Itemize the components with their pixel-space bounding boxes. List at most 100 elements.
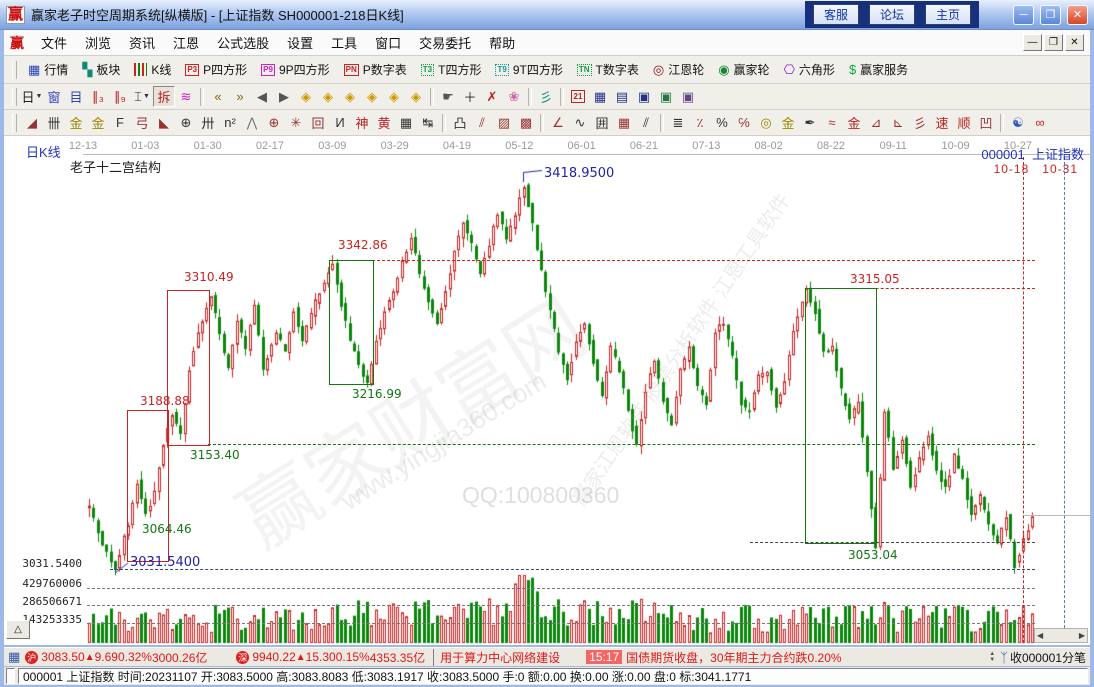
feed-status[interactable]: 收000001分笔: [1009, 650, 1086, 665]
close-button[interactable]: ✕: [1067, 4, 1088, 25]
scroll-right-icon[interactable]: ▶: [1078, 631, 1085, 640]
spiral-button[interactable]: 弓: [131, 112, 153, 133]
draw-pen-button[interactable]: ◢: [21, 112, 43, 133]
child-close-button[interactable]: ✕: [1065, 34, 1084, 51]
percent-slash-button[interactable]: ٪: [689, 112, 711, 133]
menu-item-资讯[interactable]: 资讯: [129, 36, 156, 51]
save-net-button[interactable]: ▣: [655, 86, 677, 107]
fan-box-button[interactable]: ▨: [493, 112, 515, 133]
notes-button[interactable]: ▤: [611, 86, 633, 107]
kline-canvas[interactable]: [4, 136, 1090, 645]
shift-both-button[interactable]: ◈: [339, 86, 361, 107]
square-spiral-button[interactable]: 回: [307, 112, 329, 133]
bars-3-button[interactable]: ∥₃: [87, 86, 109, 107]
chart-hscrollbar[interactable]: ◀ ▶: [1034, 628, 1088, 643]
gann-box[interactable]: [127, 410, 169, 562]
calculator-button[interactable]: ▦: [589, 86, 611, 107]
fan-grid-button[interactable]: ▩: [515, 112, 537, 133]
t-square-button[interactable]: T3 T四方形: [414, 59, 489, 80]
measure-button[interactable]: ↹: [417, 112, 439, 133]
compress-button[interactable]: ◈: [361, 86, 383, 107]
window-line-button[interactable]: 凸: [449, 112, 471, 133]
line-tool-button[interactable]: 彡: [535, 86, 557, 107]
angle-set-button[interactable]: ∠: [547, 112, 569, 133]
ink-pen-button[interactable]: ✒: [799, 112, 821, 133]
sectors-button[interactable]: ▚ 板块: [75, 59, 127, 80]
period-day-button[interactable]: 日 ▼: [21, 86, 43, 107]
winner-wheel-button[interactable]: ◉ 赢家轮: [711, 59, 776, 80]
9p-square-button[interactable]: P9 9P四方形: [254, 59, 336, 80]
speed-resist-button[interactable]: 彡: [909, 112, 931, 133]
yinyang-toggle-button[interactable]: ☯: [1007, 112, 1029, 133]
shun-tool-button[interactable]: 顺: [953, 112, 975, 133]
fibonacci-button[interactable]: F: [109, 112, 131, 133]
menu-item-窗口[interactable]: 窗口: [375, 36, 402, 51]
titlebar-button-2[interactable]: 主页: [924, 4, 971, 25]
crosshair-button[interactable]: ＋: [459, 86, 481, 107]
number-table-button[interactable]: ▦: [395, 112, 417, 133]
next-bar-button[interactable]: ▶: [273, 86, 295, 107]
compass-button[interactable]: ⊕: [263, 112, 285, 133]
angle-pen-button[interactable]: ◣: [153, 112, 175, 133]
expand-button[interactable]: ◈: [383, 86, 405, 107]
huang-tool-button[interactable]: 黄: [373, 112, 395, 133]
menu-item-工具[interactable]: 工具: [331, 36, 358, 51]
titlebar-button-1[interactable]: 论坛: [868, 4, 915, 25]
gann-box[interactable]: [329, 260, 374, 385]
p-number-table-button[interactable]: PN P数字表: [337, 59, 414, 80]
erase-drawing-button[interactable]: ✗: [481, 86, 503, 107]
gann-wheel-button[interactable]: ◎ 江恩轮: [646, 59, 711, 80]
menu-item-浏览[interactable]: 浏览: [85, 36, 112, 51]
su-tool-button[interactable]: 速: [931, 112, 953, 133]
percent-button[interactable]: %: [711, 112, 733, 133]
save-button[interactable]: ▣: [633, 86, 655, 107]
menu-item-江恩[interactable]: 江恩: [173, 36, 200, 51]
news-ticker[interactable]: 用于算力中心网络建设 15:17 国债期货收盘，30年期主力合约跌0.20%: [433, 648, 986, 666]
magic-tool-button[interactable]: ❀: [503, 86, 525, 107]
angle-f-button[interactable]: ⊾: [887, 112, 909, 133]
wave-tool-button[interactable]: ∿: [569, 112, 591, 133]
candle-type-button[interactable]: ⌶ ▼: [131, 86, 153, 107]
price-levels-button[interactable]: ≣: [667, 112, 689, 133]
titlebar-button-0[interactable]: 客服: [812, 4, 859, 25]
p-square-button[interactable]: P3 P四方形: [178, 59, 254, 80]
gold-circle-button[interactable]: ◎: [755, 112, 777, 133]
angle-j-button[interactable]: ⊿: [865, 112, 887, 133]
news-spinner[interactable]: ▲ ▼: [989, 651, 995, 663]
gold-ratio-v-button[interactable]: 金: [87, 112, 109, 133]
child-minimize-button[interactable]: —: [1023, 34, 1042, 51]
scroll-left-icon[interactable]: ◀: [1037, 631, 1044, 640]
percent-levels-button[interactable]: ℅: [733, 112, 755, 133]
gold-levels-button[interactable]: 金: [777, 112, 799, 133]
gann-box[interactable]: [167, 290, 210, 446]
quotes-button[interactable]: ▦ 行情: [21, 59, 75, 80]
child-restore-button[interactable]: ❐: [1044, 34, 1063, 51]
save-as-button[interactable]: ▣: [677, 86, 699, 107]
shen-tool-button[interactable]: 神: [351, 112, 373, 133]
corner-triangle-button[interactable]: △: [6, 620, 30, 639]
gold-line-button[interactable]: 金: [843, 112, 865, 133]
menu-item-文件[interactable]: 文件: [41, 36, 68, 51]
menu-item-设置[interactable]: 设置: [287, 36, 314, 51]
menu-item-交易委托[interactable]: 交易委托: [419, 36, 472, 51]
minimize-button[interactable]: ─: [1013, 4, 1034, 25]
kline-button[interactable]: K线: [127, 59, 178, 80]
n-mark-button[interactable]: И: [329, 112, 351, 133]
time-lines-button[interactable]: 卌: [43, 112, 65, 133]
grid-box-button[interactable]: 囲: [591, 112, 613, 133]
web-button[interactable]: ✳: [285, 112, 307, 133]
menu-item-公式选股[interactable]: 公式选股: [217, 36, 270, 51]
chart-style-button[interactable]: 窗: [43, 86, 65, 107]
bars-9-button[interactable]: ∥₉: [109, 86, 131, 107]
gold-ratio-h-button[interactable]: 金: [65, 112, 87, 133]
time-grid-button[interactable]: 卅: [197, 112, 219, 133]
calendar-button[interactable]: 21: [567, 86, 589, 107]
split-view-button[interactable]: 拆: [153, 86, 175, 107]
speed-lines-button[interactable]: ⫽: [471, 112, 493, 133]
9t-square-button[interactable]: T9 9T四方形: [488, 59, 569, 80]
parallel-lines-button[interactable]: ⫽: [635, 112, 657, 133]
grid-table-button[interactable]: ▦: [613, 112, 635, 133]
info-panel-button[interactable]: 目: [65, 86, 87, 107]
hand-tool-button[interactable]: ☛: [437, 86, 459, 107]
color-chart-button[interactable]: ≋: [175, 86, 197, 107]
